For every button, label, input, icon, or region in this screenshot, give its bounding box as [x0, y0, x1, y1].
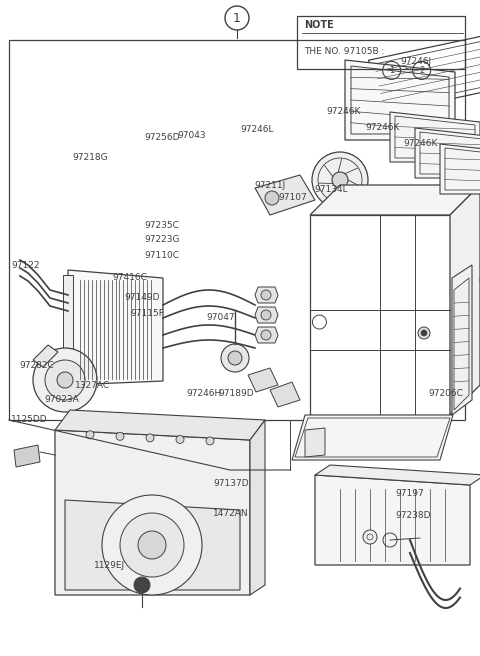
Polygon shape — [255, 287, 278, 303]
Polygon shape — [14, 445, 40, 467]
Text: 97047: 97047 — [206, 314, 235, 323]
Text: 97246K: 97246K — [365, 123, 399, 133]
Polygon shape — [305, 428, 325, 457]
Text: ~: ~ — [404, 66, 412, 75]
Text: 97211J: 97211J — [254, 182, 285, 190]
Polygon shape — [250, 420, 265, 595]
Text: 97246K: 97246K — [403, 140, 437, 148]
Polygon shape — [255, 307, 278, 323]
Text: 1125DD: 1125DD — [11, 415, 48, 424]
Circle shape — [138, 531, 166, 559]
Circle shape — [116, 432, 124, 440]
Circle shape — [261, 330, 271, 340]
Circle shape — [134, 577, 150, 593]
Polygon shape — [452, 265, 472, 415]
Circle shape — [33, 348, 97, 412]
Circle shape — [221, 344, 249, 372]
Circle shape — [120, 513, 184, 577]
Polygon shape — [65, 500, 240, 590]
Text: 97189D: 97189D — [218, 388, 253, 398]
Polygon shape — [390, 112, 480, 162]
Polygon shape — [440, 144, 480, 194]
Text: 2: 2 — [419, 66, 424, 75]
Text: 1472AN: 1472AN — [213, 510, 249, 518]
Text: 97107: 97107 — [278, 194, 307, 203]
Text: 97137D: 97137D — [213, 478, 249, 487]
Polygon shape — [33, 345, 58, 367]
Text: NOTE: NOTE — [304, 20, 334, 30]
Circle shape — [206, 437, 214, 445]
Text: 97122: 97122 — [11, 260, 39, 270]
Polygon shape — [248, 368, 278, 392]
Text: 97246K: 97246K — [326, 108, 360, 117]
Text: 97223G: 97223G — [144, 236, 180, 245]
Polygon shape — [310, 185, 480, 215]
Polygon shape — [345, 60, 455, 140]
Polygon shape — [55, 430, 250, 595]
Polygon shape — [68, 270, 163, 385]
Bar — [297, 16, 465, 69]
Polygon shape — [255, 327, 278, 343]
Text: 97115F: 97115F — [130, 310, 164, 319]
Text: 97246L: 97246L — [240, 125, 274, 134]
Polygon shape — [315, 465, 480, 485]
Text: 97149D: 97149D — [124, 293, 159, 302]
Circle shape — [146, 434, 154, 442]
Circle shape — [363, 530, 377, 544]
Polygon shape — [292, 415, 453, 460]
Text: 97416C: 97416C — [112, 274, 147, 283]
Polygon shape — [415, 128, 480, 178]
Polygon shape — [270, 382, 300, 407]
Text: 97235C: 97235C — [144, 220, 179, 230]
Bar — [369, 32, 480, 114]
Text: THE NO. 97105B :: THE NO. 97105B : — [304, 47, 384, 56]
Polygon shape — [450, 185, 480, 415]
Text: 97197: 97197 — [395, 489, 424, 497]
Circle shape — [261, 310, 271, 320]
Polygon shape — [255, 175, 315, 215]
Text: 1129EJ: 1129EJ — [94, 560, 125, 569]
Text: 97282C: 97282C — [19, 361, 54, 371]
Bar — [63, 275, 73, 380]
Circle shape — [176, 436, 184, 443]
Circle shape — [45, 360, 85, 400]
Text: 97023A: 97023A — [44, 394, 79, 403]
Circle shape — [332, 172, 348, 188]
Circle shape — [102, 495, 202, 595]
Polygon shape — [55, 410, 265, 440]
Text: 1327AC: 1327AC — [75, 380, 110, 390]
Text: 97110C: 97110C — [144, 251, 179, 260]
Text: 97218G: 97218G — [72, 154, 108, 163]
Text: 97246J: 97246J — [400, 56, 431, 66]
Circle shape — [57, 372, 73, 388]
Text: 97043: 97043 — [177, 131, 205, 140]
Text: 97246H: 97246H — [186, 388, 221, 398]
Text: 97238D: 97238D — [395, 510, 431, 520]
Polygon shape — [315, 475, 470, 565]
Text: 97206C: 97206C — [428, 388, 463, 398]
Text: 1: 1 — [389, 66, 394, 75]
Circle shape — [228, 351, 242, 365]
Circle shape — [265, 191, 279, 205]
Circle shape — [312, 152, 368, 208]
Text: 97256D: 97256D — [144, 134, 180, 142]
Circle shape — [421, 330, 427, 336]
Text: 1: 1 — [233, 12, 241, 24]
Circle shape — [418, 327, 430, 339]
Circle shape — [86, 431, 94, 439]
Circle shape — [261, 290, 271, 300]
Text: 97134L: 97134L — [314, 184, 348, 194]
Bar — [9, 40, 465, 420]
Bar — [374, 38, 480, 108]
